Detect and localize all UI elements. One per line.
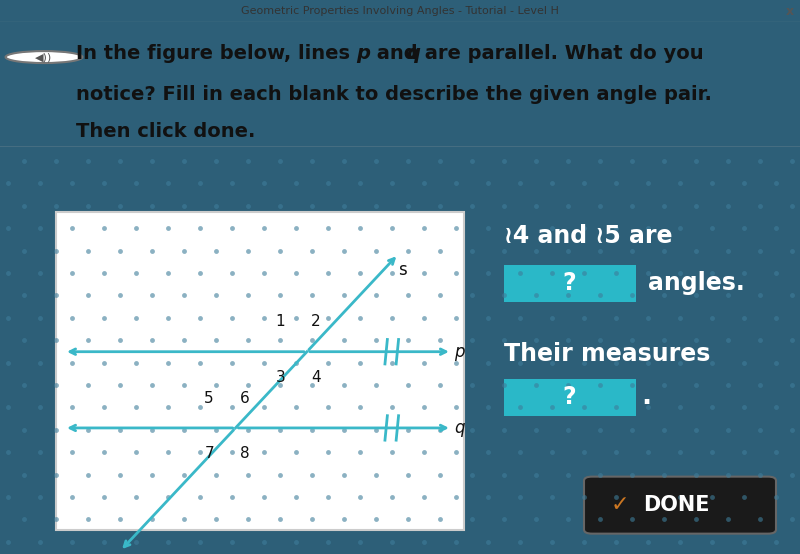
FancyBboxPatch shape [504, 379, 636, 416]
Text: are parallel. What do you: are parallel. What do you [418, 44, 704, 63]
Text: x: x [786, 4, 794, 18]
Text: 1: 1 [276, 314, 286, 329]
Text: .: . [642, 384, 652, 410]
Text: 8: 8 [239, 447, 249, 461]
Text: ≀4 and ≀5 are: ≀4 and ≀5 are [504, 224, 673, 248]
Circle shape [6, 51, 82, 63]
Text: q: q [406, 44, 421, 63]
Text: Then click done.: Then click done. [76, 122, 255, 141]
Text: p: p [454, 343, 465, 361]
Text: notice? Fill in each blank to describe the given angle pair.: notice? Fill in each blank to describe t… [76, 85, 712, 104]
Text: 2: 2 [311, 314, 321, 329]
Text: q: q [454, 419, 465, 437]
Text: ◀)): ◀)) [35, 52, 53, 62]
Text: 4: 4 [311, 370, 321, 385]
Text: 6: 6 [239, 391, 250, 406]
Text: p: p [356, 44, 370, 63]
Text: ?: ? [562, 271, 577, 295]
Text: angles.: angles. [648, 271, 745, 295]
Text: DONE: DONE [642, 495, 710, 515]
FancyBboxPatch shape [504, 265, 636, 301]
Text: In the figure below, lines: In the figure below, lines [76, 44, 357, 63]
Text: and: and [370, 44, 425, 63]
Text: 3: 3 [275, 370, 286, 385]
FancyBboxPatch shape [584, 476, 776, 534]
Text: ?: ? [562, 385, 577, 409]
Text: ✓: ✓ [610, 495, 630, 515]
FancyBboxPatch shape [56, 212, 464, 530]
Text: s: s [398, 260, 407, 279]
Text: 5: 5 [204, 391, 214, 406]
Text: Geometric Properties Involving Angles - Tutorial - Level H: Geometric Properties Involving Angles - … [241, 6, 559, 16]
Text: 7: 7 [204, 447, 214, 461]
Text: Their measures: Their measures [504, 342, 710, 367]
